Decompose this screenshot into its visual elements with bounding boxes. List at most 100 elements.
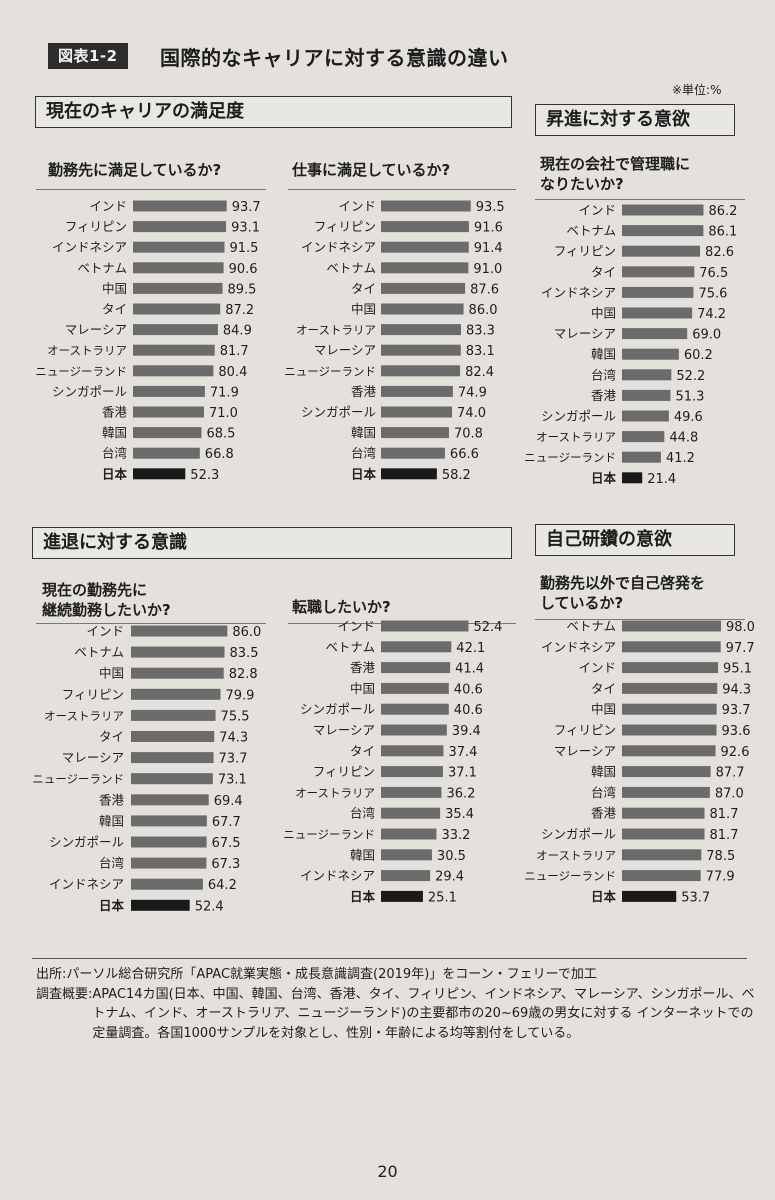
bar xyxy=(622,849,702,861)
bar xyxy=(381,849,432,861)
bar xyxy=(622,328,688,340)
data-label: 91.5 xyxy=(230,241,259,256)
category-label: 中国 xyxy=(351,302,376,317)
rule-c1 xyxy=(36,189,266,190)
bar xyxy=(622,451,661,463)
data-label: 42.1 xyxy=(456,641,485,656)
category-label: ニュージーランド xyxy=(524,869,616,883)
data-label: 21.4 xyxy=(647,472,676,487)
unit-note: ※単位:% xyxy=(672,83,722,97)
category-label: フィリピン xyxy=(314,219,376,234)
source-text: パーソル総合研究所「APAC就業実態・成長意識調査(2019年)」をコーン・フェ… xyxy=(66,967,597,982)
category-label: 中国 xyxy=(350,681,375,696)
data-label: 76.5 xyxy=(699,266,728,281)
data-label: 49.6 xyxy=(674,410,703,425)
bar xyxy=(381,641,452,653)
category-label: 台湾 xyxy=(102,446,127,461)
data-label: 86.0 xyxy=(469,303,498,318)
bar xyxy=(133,406,204,418)
category-label: ベトナム xyxy=(566,619,616,634)
data-label: 39.4 xyxy=(452,724,481,739)
bar xyxy=(131,794,209,806)
section-retirement: 進退に対する意識 xyxy=(32,527,512,559)
question-c6: 勤務先以外で自己啓発を しているか? xyxy=(540,574,706,612)
category-label: フィリピン xyxy=(62,687,124,702)
data-label: 53.7 xyxy=(681,890,710,905)
data-label: 74.9 xyxy=(458,385,487,400)
category-label: フィリピン xyxy=(65,219,127,234)
category-label: フィリピン xyxy=(554,244,616,259)
bar xyxy=(381,620,469,632)
category-label: タイ xyxy=(591,264,616,279)
category-label: ニュージーランド xyxy=(32,772,124,786)
data-label: 94.3 xyxy=(722,682,751,697)
bar xyxy=(131,815,207,827)
category-label: 韓国 xyxy=(99,813,124,828)
bar xyxy=(131,731,215,742)
bar xyxy=(381,703,449,715)
data-label: 25.1 xyxy=(428,890,457,905)
category-label: シンガポール xyxy=(49,835,124,850)
bar xyxy=(131,899,190,911)
category-label: マレーシア xyxy=(554,326,616,341)
bar xyxy=(133,447,200,459)
bar xyxy=(622,431,665,443)
category-label: 韓国 xyxy=(102,425,127,440)
category-label: インドネシア xyxy=(541,285,616,300)
category-label: ニュージーランド xyxy=(35,364,127,378)
bar xyxy=(381,282,466,294)
category-label: インド xyxy=(337,619,375,634)
category-label: 香港 xyxy=(591,806,617,821)
data-label: 78.5 xyxy=(706,849,735,864)
question-c1: 勤務先に満足しているか? xyxy=(48,161,222,179)
data-label: 91.6 xyxy=(474,221,503,236)
category-label: 日本 xyxy=(350,889,376,904)
footnote-divider xyxy=(32,958,747,959)
bar xyxy=(381,766,443,778)
data-label: 79.9 xyxy=(225,688,254,703)
category-label: オーストラリア xyxy=(536,430,616,444)
data-label: 35.4 xyxy=(445,807,474,822)
data-label: 29.4 xyxy=(435,870,464,885)
data-label: 67.3 xyxy=(211,857,240,872)
survey-text: APAC14カ国(日本、中国、韓国、台湾、香港、タイ、フィリピン、インドネシア、… xyxy=(92,986,755,1041)
bar xyxy=(622,682,718,694)
bar xyxy=(622,245,701,257)
data-label: 93.5 xyxy=(476,200,505,215)
bar xyxy=(381,807,441,819)
data-label: 87.7 xyxy=(716,766,745,781)
page-number: 20 xyxy=(377,1162,398,1181)
bar xyxy=(381,427,449,439)
chart-c1: インド 93.7 フィリピン 93.1 インドネシア 91.5 ベトナム 90.6 中国 89.5… xyxy=(35,199,260,483)
data-label: 91.0 xyxy=(473,262,502,277)
category-label: インドネシア xyxy=(52,240,127,255)
chart-c4: インド 86.0 ベトナム 83.5 中国 82.8 フィリピン 79.9 オーストラリア 75.… xyxy=(32,624,261,915)
category-label: マレーシア xyxy=(554,743,616,758)
bar xyxy=(133,200,227,212)
bar xyxy=(622,890,677,902)
category-label: オーストラリア xyxy=(44,709,124,723)
bar xyxy=(381,221,469,233)
category-label: 韓国 xyxy=(351,425,376,440)
data-label: 52.4 xyxy=(474,620,503,635)
bar xyxy=(622,703,717,715)
bar xyxy=(622,620,721,632)
bar xyxy=(381,724,447,736)
data-label: 44.8 xyxy=(669,431,698,446)
bar xyxy=(131,857,207,869)
category-label: シンガポール xyxy=(541,409,616,424)
data-label: 40.6 xyxy=(454,682,483,697)
category-label: タイ xyxy=(351,281,376,296)
category-label: ベトナム xyxy=(77,260,127,275)
data-label: 66.8 xyxy=(205,447,234,462)
bar xyxy=(131,667,224,679)
bar xyxy=(133,427,202,439)
category-label: インド xyxy=(86,624,124,639)
data-label: 74.2 xyxy=(697,307,726,322)
data-label: 68.5 xyxy=(207,427,236,442)
bar xyxy=(381,344,461,356)
figure-badge: 図表1-2 xyxy=(48,43,128,69)
category-label: 香港 xyxy=(591,388,617,403)
question-c4: 現在の勤務先に 継続勤務したいか? xyxy=(42,581,171,619)
category-label: ベトナム xyxy=(566,223,616,238)
